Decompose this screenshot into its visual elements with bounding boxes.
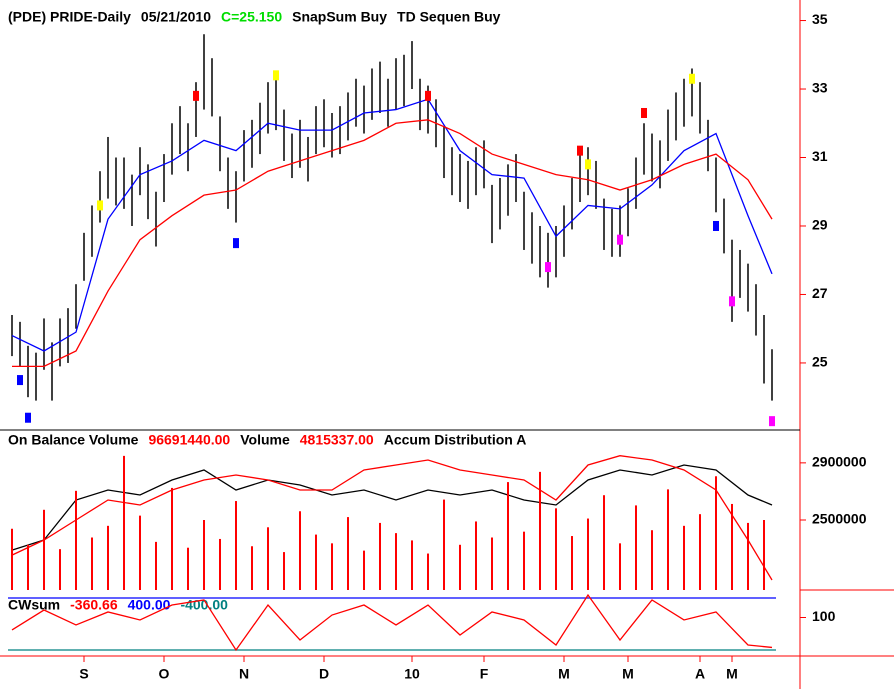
signal-marker: [545, 262, 551, 273]
y-tick-label: 29: [812, 217, 828, 233]
signal-marker: [425, 90, 431, 101]
line-series: [11, 464, 773, 551]
signal-marker: [97, 200, 103, 211]
signal-marker: [233, 238, 239, 249]
y-tick-label: 2900000: [812, 454, 867, 470]
line-series: [11, 455, 773, 581]
y-tick-label: 27: [812, 285, 828, 301]
y-tick-label: 33: [812, 80, 828, 96]
header-text: TD Sequen Buy: [397, 9, 501, 25]
signal-marker: [689, 73, 695, 84]
signal-marker: [273, 70, 279, 81]
x-tick-label: M: [558, 666, 570, 682]
x-tick-label: 10: [404, 666, 420, 682]
signal-marker: [585, 159, 591, 170]
header-text: 400.00: [128, 597, 171, 613]
signal-marker: [25, 412, 31, 423]
x-tick-label: D: [319, 666, 329, 682]
x-tick-label: F: [480, 666, 489, 682]
x-tick-label: S: [79, 666, 88, 682]
y-tick-label: 31: [812, 148, 828, 164]
y-tick-label: 2500000: [812, 511, 867, 527]
header-text: 96691440.00: [148, 432, 230, 448]
y-tick-label: 35: [812, 11, 828, 27]
header-text: 05/21/2010: [141, 9, 211, 25]
signal-marker: [713, 220, 719, 231]
x-tick-label: M: [726, 666, 738, 682]
header-text: Accum Distribution A: [384, 432, 527, 448]
header-text: On Balance Volume: [8, 432, 139, 448]
signal-marker: [769, 416, 775, 427]
header-text: -360.66: [70, 597, 118, 613]
header-text: SnapSum Buy: [292, 9, 387, 25]
header-text: C=25.150: [221, 9, 282, 25]
line-series: [11, 593, 773, 652]
y-tick-label: 100: [812, 608, 836, 624]
signal-marker: [641, 107, 647, 118]
x-tick-label: N: [239, 666, 249, 682]
signal-marker: [617, 234, 623, 245]
y-tick-label: 25: [812, 354, 828, 370]
line-series: [12, 119, 773, 368]
signal-marker: [193, 90, 199, 101]
header-text: Volume: [240, 432, 290, 448]
signal-marker: [17, 375, 23, 386]
header-text: (PDE) PRIDE-Daily: [8, 9, 131, 25]
line-series: [11, 98, 773, 352]
x-tick-label: M: [622, 666, 634, 682]
signal-marker: [729, 296, 735, 307]
header-text: -400.00: [180, 597, 228, 613]
header-text: 4815337.00: [300, 432, 374, 448]
signal-marker: [577, 145, 583, 156]
x-tick-label: A: [695, 666, 705, 682]
header-text: CWsum: [8, 597, 60, 613]
x-tick-label: O: [159, 666, 170, 682]
